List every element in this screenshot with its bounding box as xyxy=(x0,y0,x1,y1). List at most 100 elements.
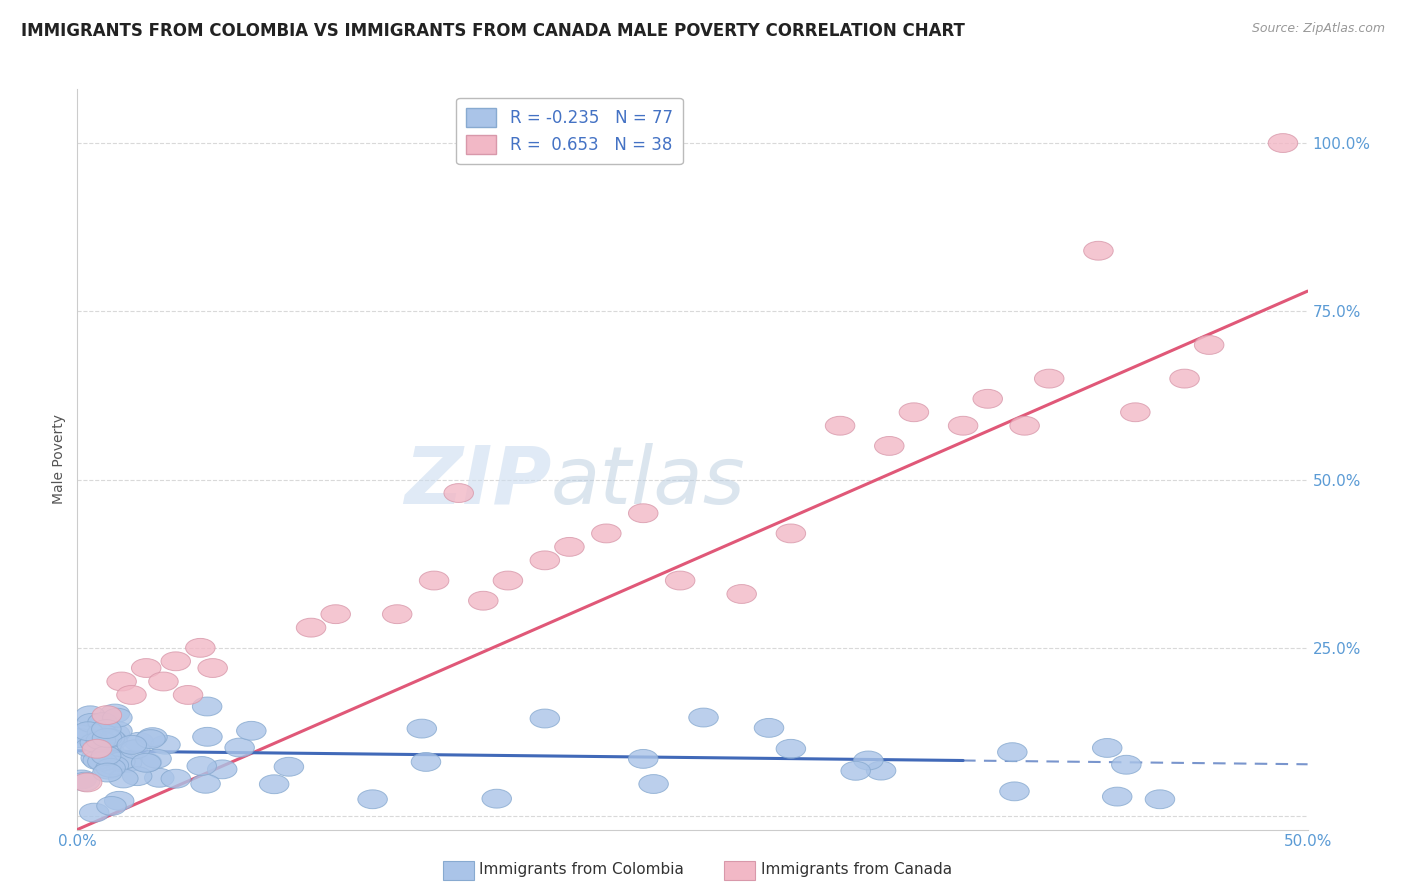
Ellipse shape xyxy=(70,772,100,791)
Ellipse shape xyxy=(112,754,142,772)
Ellipse shape xyxy=(949,417,979,435)
Ellipse shape xyxy=(103,708,132,727)
Ellipse shape xyxy=(274,757,304,776)
Ellipse shape xyxy=(138,728,167,747)
Ellipse shape xyxy=(97,731,127,750)
Ellipse shape xyxy=(776,739,806,758)
Ellipse shape xyxy=(841,762,870,780)
Ellipse shape xyxy=(1268,134,1298,153)
Ellipse shape xyxy=(93,764,122,782)
Ellipse shape xyxy=(87,752,117,771)
Ellipse shape xyxy=(191,774,221,793)
Ellipse shape xyxy=(160,652,191,671)
Ellipse shape xyxy=(638,774,668,793)
Ellipse shape xyxy=(96,758,125,777)
Ellipse shape xyxy=(108,769,138,788)
Ellipse shape xyxy=(100,724,129,743)
Ellipse shape xyxy=(66,724,96,744)
Ellipse shape xyxy=(132,753,162,772)
Ellipse shape xyxy=(187,756,217,775)
Ellipse shape xyxy=(96,729,125,747)
Ellipse shape xyxy=(94,760,124,779)
Ellipse shape xyxy=(89,715,118,734)
Ellipse shape xyxy=(145,768,174,788)
Ellipse shape xyxy=(1010,417,1039,435)
Ellipse shape xyxy=(76,706,105,724)
Ellipse shape xyxy=(97,797,127,815)
Ellipse shape xyxy=(73,722,103,740)
Ellipse shape xyxy=(87,713,117,731)
Ellipse shape xyxy=(136,730,166,748)
Ellipse shape xyxy=(87,723,117,742)
Ellipse shape xyxy=(444,483,474,502)
Ellipse shape xyxy=(321,605,350,624)
Text: Immigrants from Canada: Immigrants from Canada xyxy=(761,863,952,877)
Ellipse shape xyxy=(83,751,112,770)
Ellipse shape xyxy=(411,753,440,772)
Ellipse shape xyxy=(75,739,104,757)
Ellipse shape xyxy=(86,731,115,750)
Ellipse shape xyxy=(82,739,112,758)
Ellipse shape xyxy=(193,697,222,716)
Ellipse shape xyxy=(1121,403,1150,422)
Ellipse shape xyxy=(77,714,107,732)
Ellipse shape xyxy=(494,571,523,590)
Ellipse shape xyxy=(121,739,150,758)
Ellipse shape xyxy=(825,417,855,435)
Ellipse shape xyxy=(665,571,695,590)
Ellipse shape xyxy=(131,754,160,772)
Ellipse shape xyxy=(530,709,560,728)
Ellipse shape xyxy=(193,727,222,747)
Ellipse shape xyxy=(93,706,122,724)
Ellipse shape xyxy=(124,732,153,751)
Ellipse shape xyxy=(91,720,121,739)
Ellipse shape xyxy=(1092,739,1122,757)
Ellipse shape xyxy=(142,749,172,768)
Ellipse shape xyxy=(754,718,783,738)
Ellipse shape xyxy=(1146,789,1175,809)
Y-axis label: Male Poverty: Male Poverty xyxy=(52,415,66,504)
Ellipse shape xyxy=(468,591,498,610)
Ellipse shape xyxy=(80,803,110,822)
Ellipse shape xyxy=(419,571,449,590)
Ellipse shape xyxy=(186,639,215,657)
Ellipse shape xyxy=(107,672,136,691)
Ellipse shape xyxy=(776,524,806,543)
Ellipse shape xyxy=(80,733,110,752)
Ellipse shape xyxy=(973,390,1002,409)
Ellipse shape xyxy=(530,551,560,570)
Ellipse shape xyxy=(408,719,437,738)
Ellipse shape xyxy=(198,658,228,677)
Ellipse shape xyxy=(689,708,718,727)
Ellipse shape xyxy=(103,722,132,740)
Ellipse shape xyxy=(91,747,121,765)
Ellipse shape xyxy=(100,704,129,723)
Ellipse shape xyxy=(1112,756,1142,774)
Ellipse shape xyxy=(727,584,756,603)
Legend: R = -0.235   N = 77, R =  0.653   N = 38: R = -0.235 N = 77, R = 0.653 N = 38 xyxy=(457,97,682,164)
Ellipse shape xyxy=(65,729,94,747)
Ellipse shape xyxy=(592,524,621,543)
Ellipse shape xyxy=(73,773,103,792)
Ellipse shape xyxy=(93,729,122,747)
Ellipse shape xyxy=(104,791,134,810)
Ellipse shape xyxy=(866,761,896,780)
Ellipse shape xyxy=(1195,335,1223,354)
Ellipse shape xyxy=(260,775,290,794)
Ellipse shape xyxy=(132,658,162,677)
Ellipse shape xyxy=(628,749,658,768)
Ellipse shape xyxy=(98,756,128,775)
Ellipse shape xyxy=(359,789,388,809)
Ellipse shape xyxy=(555,538,585,557)
Ellipse shape xyxy=(1000,782,1029,801)
Ellipse shape xyxy=(998,743,1028,762)
Ellipse shape xyxy=(173,686,202,705)
Ellipse shape xyxy=(225,739,254,757)
Text: IMMIGRANTS FROM COLOMBIA VS IMMIGRANTS FROM CANADA MALE POVERTY CORRELATION CHAR: IMMIGRANTS FROM COLOMBIA VS IMMIGRANTS F… xyxy=(21,22,965,40)
Ellipse shape xyxy=(900,403,929,422)
Ellipse shape xyxy=(105,752,135,772)
Ellipse shape xyxy=(482,789,512,808)
Ellipse shape xyxy=(208,760,238,779)
Ellipse shape xyxy=(66,725,96,744)
Ellipse shape xyxy=(96,743,125,762)
